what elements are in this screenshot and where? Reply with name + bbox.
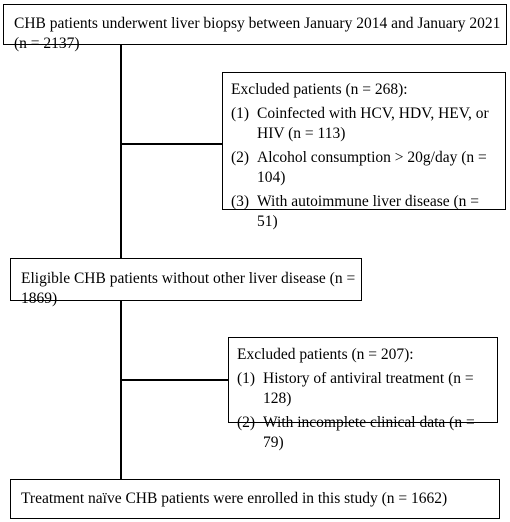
excluded-1-item: (2) Alcohol consumption > 20g/day (n = 1… xyxy=(231,148,499,188)
box-excluded-patients-2: Excluded patients (n = 207): (1) History… xyxy=(228,337,498,451)
excluded-2-item-text: History of antiviral treatment (n = 128) xyxy=(263,370,474,407)
excluded-1-item-text: With autoimmune liver disease (n = 51) xyxy=(257,193,480,230)
excluded-2-item-number: (1) xyxy=(237,370,256,387)
excluded-1-item-number: (2) xyxy=(231,149,250,166)
excluded-2-item: (1) History of antiviral treatment (n = … xyxy=(237,369,491,409)
excluded-2-item-number: (2) xyxy=(237,414,256,431)
connector-to-excluded2 xyxy=(120,379,228,381)
excluded-1-item-text: Coinfected with HCV, HDV, HEV, or HIV (n… xyxy=(257,105,489,142)
excluded-2-item: (2) With incomplete clinical data (n = 7… xyxy=(237,413,491,453)
box-excluded-patients-1: Excluded patients (n = 268): (1) Coinfec… xyxy=(222,72,506,230)
connector-top-to-eligible xyxy=(120,44,122,258)
connector-to-excluded1 xyxy=(120,143,222,145)
box-liver-biopsy-text: CHB patients underwent liver biopsy betw… xyxy=(14,15,501,52)
excluded-1-item-text: Alcohol consumption > 20g/day (n = 104) xyxy=(257,149,487,186)
box-liver-biopsy-patients: CHB patients underwent liver biopsy betw… xyxy=(3,4,507,52)
box-eligible-text: Eligible CHB patients without other live… xyxy=(21,270,356,307)
excluded-1-item-number: (1) xyxy=(231,105,250,122)
excluded-1-item: (1) Coinfected with HCV, HDV, HEV, or HI… xyxy=(231,104,499,144)
box-eligible-patients: Eligible CHB patients without other live… xyxy=(10,258,362,307)
excluded-2-title: Excluded patients (n = 207): xyxy=(237,346,414,363)
connector-eligible-to-enrolled xyxy=(120,301,122,479)
excluded-1-title: Excluded patients (n = 268): xyxy=(231,81,408,98)
excluded-1-item-number: (3) xyxy=(231,193,250,210)
excluded-2-item-text: With incomplete clinical data (n = 79) xyxy=(263,414,475,451)
excluded-1-item: (3) With autoimmune liver disease (n = 5… xyxy=(231,192,499,232)
box-enrolled-text: Treatment naïve CHB patients were enroll… xyxy=(21,490,448,507)
box-enrolled-patients: Treatment naïve CHB patients were enroll… xyxy=(10,479,500,519)
